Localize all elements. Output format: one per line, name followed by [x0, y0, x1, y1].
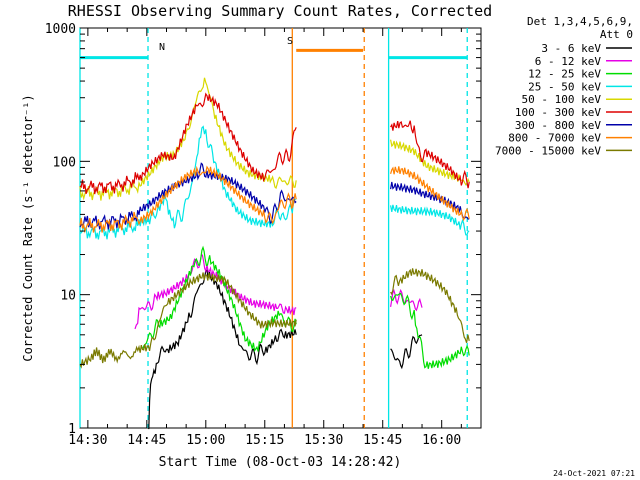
x-tick-label: 15:45 — [363, 433, 402, 448]
legend-label: 800 - 7000 keV — [508, 132, 601, 145]
y-tick-label: 100 — [53, 155, 76, 170]
y-tick-label: 1000 — [45, 22, 76, 37]
x-tick-label: 14:45 — [127, 433, 166, 448]
legend-label: 12 - 25 keV — [528, 68, 601, 81]
series-line-1-1 — [390, 288, 423, 312]
x-tick-label: 14:30 — [68, 433, 107, 448]
x-tick-label: 16:00 — [422, 433, 461, 448]
y-tick-label: 1 — [68, 422, 76, 437]
x-axis-label: Start Time (08-Oct-03 14:28:42) — [159, 455, 402, 470]
legend-header-attenuator: Att 0 — [600, 28, 633, 41]
legend-header-detectors: Det 1,3,4,5,6,9, — [527, 15, 633, 28]
series-line-8-0 — [79, 272, 297, 369]
legend-label: 300 - 800 keV — [515, 119, 601, 132]
annotation-s: S — [287, 36, 293, 47]
y-axis-label: Corrected Count Rate (s⁻¹ detector⁻¹) — [21, 94, 35, 361]
series-line-3-0 — [79, 125, 297, 240]
legend-label: 7000 - 15000 keV — [495, 144, 601, 157]
series-line-0-1 — [390, 334, 423, 370]
series-line-5-0 — [79, 92, 297, 195]
series-line-8-1 — [390, 268, 470, 343]
series-line-3-1 — [390, 204, 470, 236]
legend-label: 6 - 12 keV — [535, 55, 602, 68]
chart-title: RHESSI Observing Summary Count Rates, Co… — [68, 2, 492, 20]
observing-bars — [80, 48, 468, 60]
series-line-1-0 — [134, 254, 297, 330]
series-line-7-1 — [390, 166, 470, 222]
series-line-0-0 — [148, 269, 297, 430]
annotation-n: N — [159, 42, 165, 53]
legend-label: 25 - 50 keV — [528, 80, 601, 93]
footer-timestamp: 24-Oct-2021 07:21 — [553, 469, 635, 478]
series-line-2-0 — [142, 245, 297, 353]
plot-frame — [79, 27, 482, 429]
x-tick-label: 15:30 — [304, 433, 343, 448]
legend-label: 3 - 6 keV — [541, 42, 601, 55]
x-tick-label: 15:00 — [186, 433, 225, 448]
series-lines — [79, 77, 470, 430]
series-line-5-1 — [390, 120, 470, 189]
series-line-2-1 — [390, 292, 470, 369]
series-line-6-1 — [390, 181, 470, 220]
time-markers — [79, 28, 468, 428]
x-tick-label: 15:15 — [245, 433, 284, 448]
axis-ticks: 14:30 14:45 15:00 15:15 15:30 15:45 16:00 1 10 10… — [45, 22, 482, 448]
legend-label: 50 - 100 keV — [522, 93, 602, 106]
series-line-7-0 — [79, 165, 297, 234]
legend-label: 100 - 300 keV — [515, 106, 601, 119]
y-tick-label: 10 — [60, 289, 76, 304]
